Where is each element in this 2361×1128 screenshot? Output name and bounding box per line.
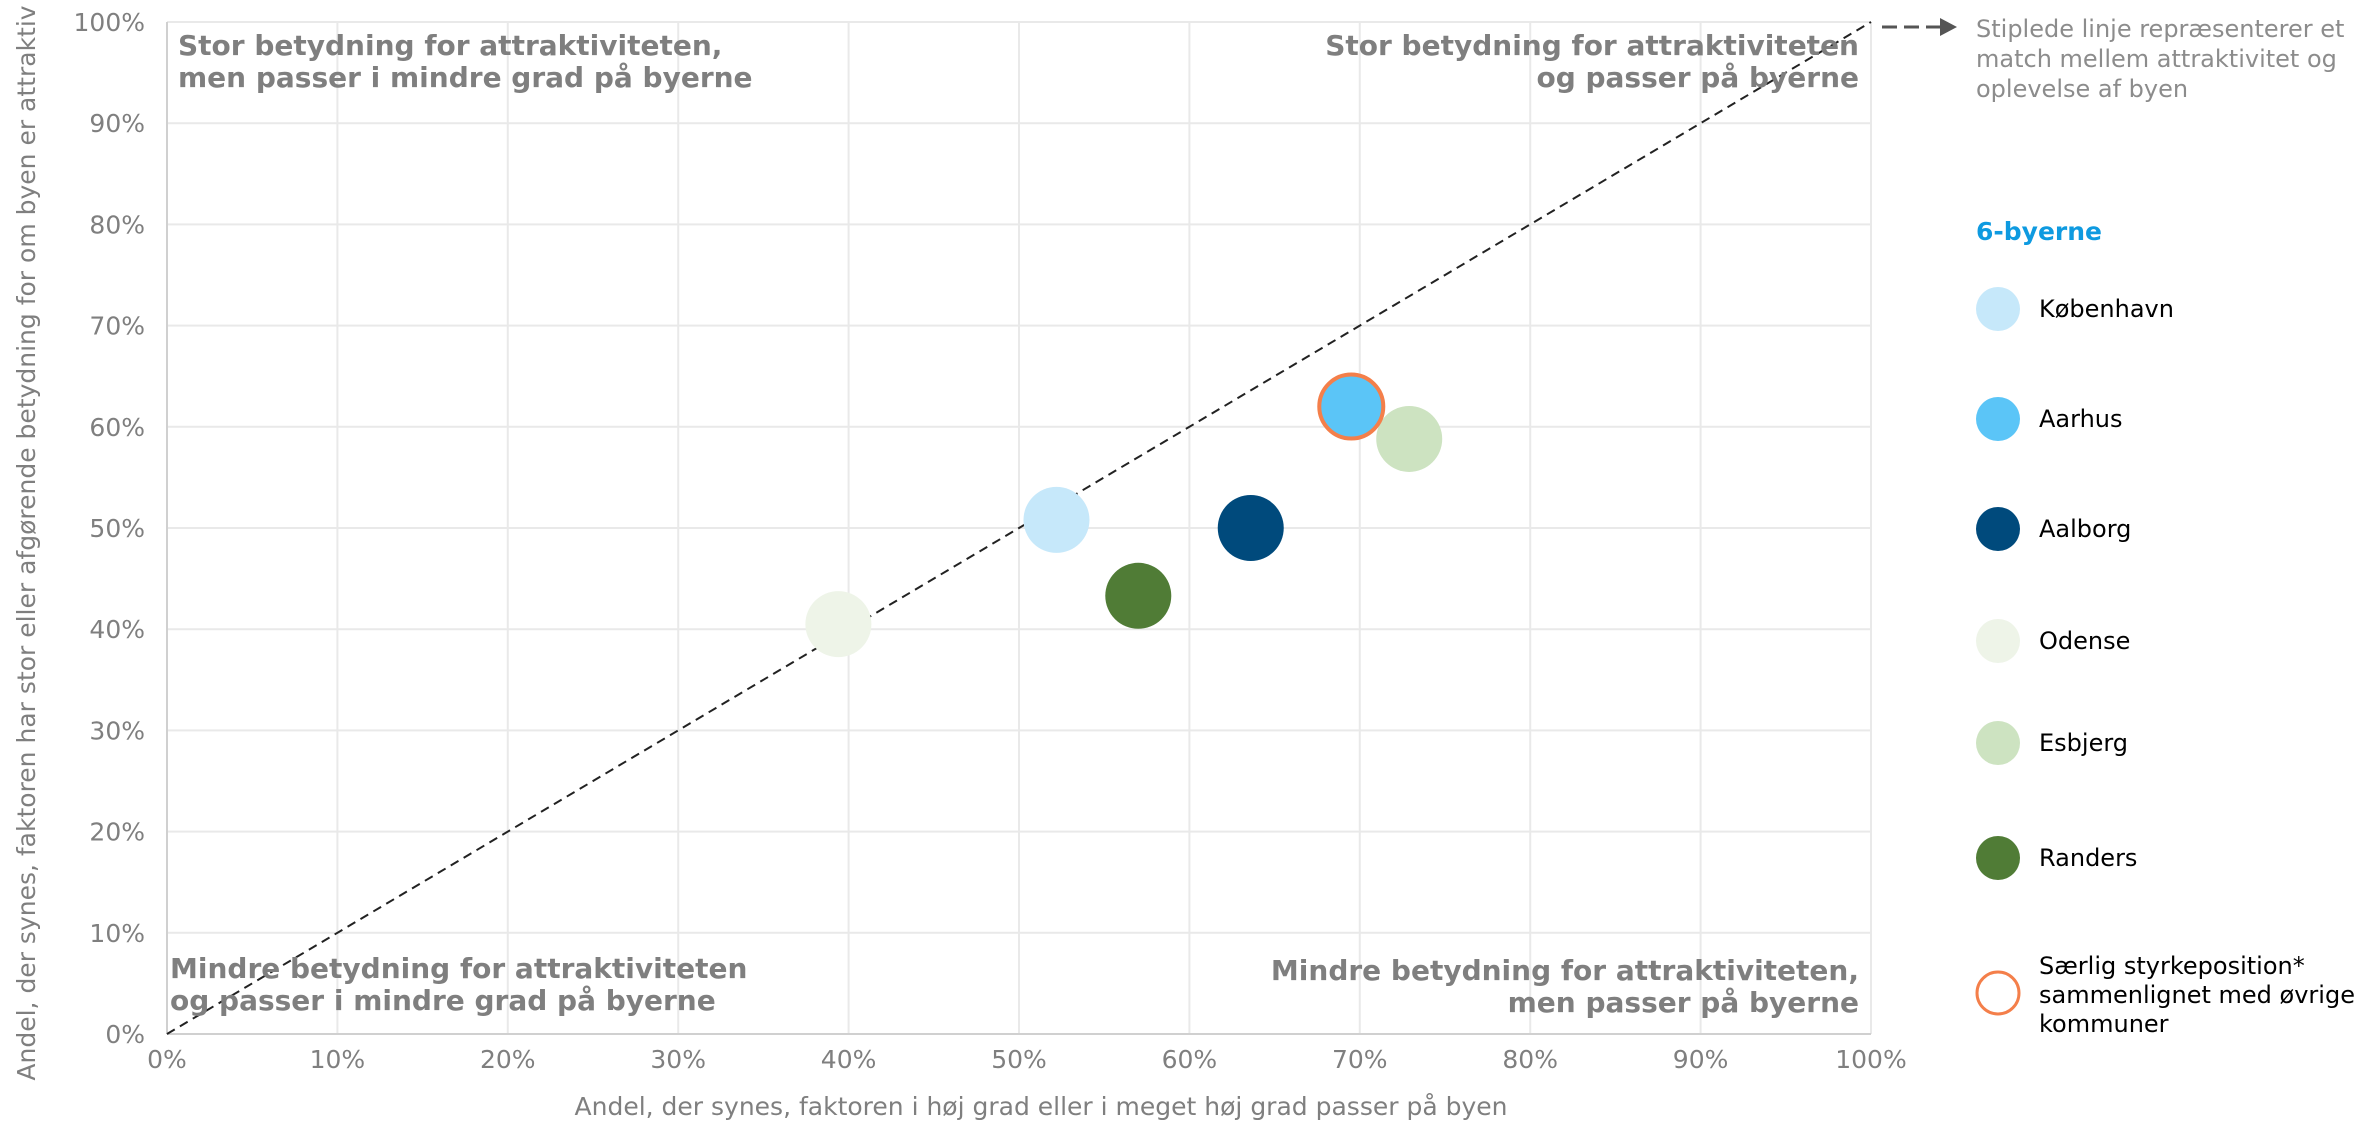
quadrant-label-top-left: Stor betydning for attraktiviteten, [178,29,722,62]
legend-marker-randers [1976,836,2020,880]
y-tick-label: 0% [105,1020,145,1049]
point-københavn [1023,486,1090,553]
grid [167,21,1872,1034]
legend-label: Odense [2039,627,2130,655]
y-tick-label: 30% [89,716,145,745]
legend-marker-aarhus [1976,397,2020,441]
quadrant-label-top-right: Stor betydning for attraktiviteten [1325,29,1859,62]
legend-highlight-label: kommuner [2039,1010,2169,1038]
x-tick-label: 30% [650,1045,706,1074]
y-tick-label: 70% [89,312,145,341]
diagonal-line [166,21,1872,1035]
x-tick-labels: 0% 10% 20% 30% 40% 50% 60% 70% 80% 90% 100% [147,1045,1907,1074]
point-esbjerg [1376,405,1443,472]
legend-marker-københavn [1976,287,2020,331]
y-tick-label: 10% [89,919,145,948]
legend-label: Esbjerg [2039,729,2128,757]
y-tick-labels: 0% 10% 20% 30% 40% 50% 60% 70% 80% 90% 100% [74,8,145,1049]
legend-marker-odense [1976,619,2020,663]
legend-label: København [2039,295,2174,323]
legend-label: Randers [2039,844,2137,872]
x-axis-title: Andel, der synes, faktoren i høj grad el… [575,1092,1508,1121]
y-tick-label: 40% [89,615,145,644]
legend-marker-highlight [1975,970,2021,1016]
legend-marker-esbjerg [1976,721,2020,765]
y-tick-label: 90% [89,109,145,138]
quadrant-label-bottom-right: Mindre betydning for attraktiviteten, [1271,954,1859,987]
legend-label: Aalborg [2039,515,2131,543]
point-randers [1105,562,1172,629]
x-tick-label: 70% [1332,1045,1388,1074]
x-tick-label: 80% [1502,1045,1558,1074]
point-aarhus [1317,372,1386,441]
data-points [805,372,1443,658]
x-tick-label: 50% [991,1045,1047,1074]
y-tick-label: 20% [89,818,145,847]
point-odense [805,591,872,658]
note-arrow-icon [1940,18,1957,36]
diagonal-note-line: match mellem attraktivitet og [1976,45,2337,73]
diagonal-match-line [166,21,1872,1035]
x-tick-label: 20% [480,1045,536,1074]
legend-label: Aarhus [2039,405,2123,433]
x-tick-label: 60% [1162,1045,1218,1074]
x-tick-label: 40% [821,1045,877,1074]
y-tick-label: 80% [89,210,145,239]
legend-highlight-label: Særlig styrkeposition* [2039,952,2305,980]
quadrant-label-bottom-left: og passer i mindre grad på byerne [170,984,716,1017]
y-tick-label: 50% [89,514,145,543]
quadrant-labels: Stor betydning for attraktiviteten,men p… [170,29,1859,1019]
quadrant-label-bottom-right: men passer på byerne [1508,986,1859,1019]
axes [166,22,1871,1035]
point-aalborg [1217,495,1284,561]
x-tick-label: 100% [1835,1045,1906,1074]
y-axis-title: Andel, der synes, faktoren har stor elle… [12,5,41,1080]
quadrant-label-top-left: men passer i mindre grad på byerne [178,61,753,94]
legend: 6-byerne København Aarhus Aalborg Odense Esbj… [1975,217,2355,1038]
quadrant-label-bottom-left: Mindre betydning for attraktiviteten [170,952,747,985]
axis-titles: Andel, der synes, faktoren i høj grad el… [12,5,1507,1121]
legend-highlight-label: sammenlignet med øvrige [2039,981,2355,1009]
y-tick-label: 60% [89,413,145,442]
x-tick-label: 90% [1673,1045,1729,1074]
x-tick-label: 10% [310,1045,366,1074]
diagonal-note-line: Stiplede linje repræsenterer et [1976,15,2344,43]
quadrant-label-top-right: og passer på byerne [1536,61,1859,94]
legend-marker-aalborg [1976,507,2020,551]
diagonal-note-line: oplevelse af byen [1976,75,2188,103]
x-tick-label: 0% [147,1045,187,1074]
y-tick-label: 100% [74,8,145,37]
legend-title: 6-byerne [1976,217,2102,246]
